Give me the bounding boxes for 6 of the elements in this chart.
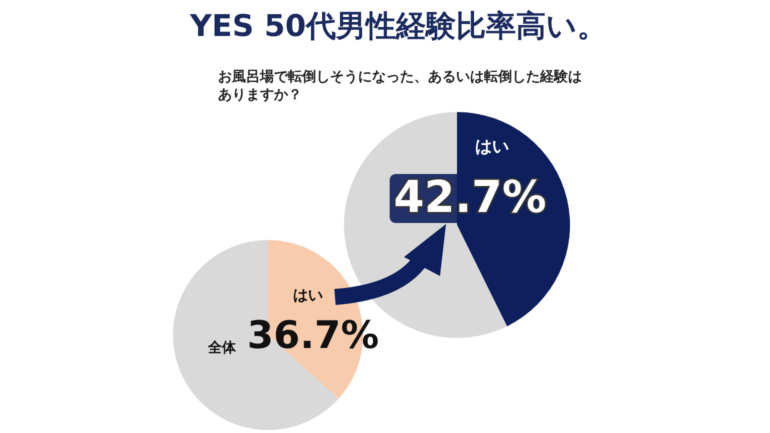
chart-title: YES 50代男性経験比率高い。 [190,8,608,46]
chart-subtitle: お風呂場で転倒しそうになった、あるいは転倒した経験はありますか？ [218,68,583,104]
slice-label: はい [475,137,509,157]
data-label: 36.7% [247,313,379,357]
text: 全体 [207,340,237,356]
slice-label: はい [293,286,323,304]
